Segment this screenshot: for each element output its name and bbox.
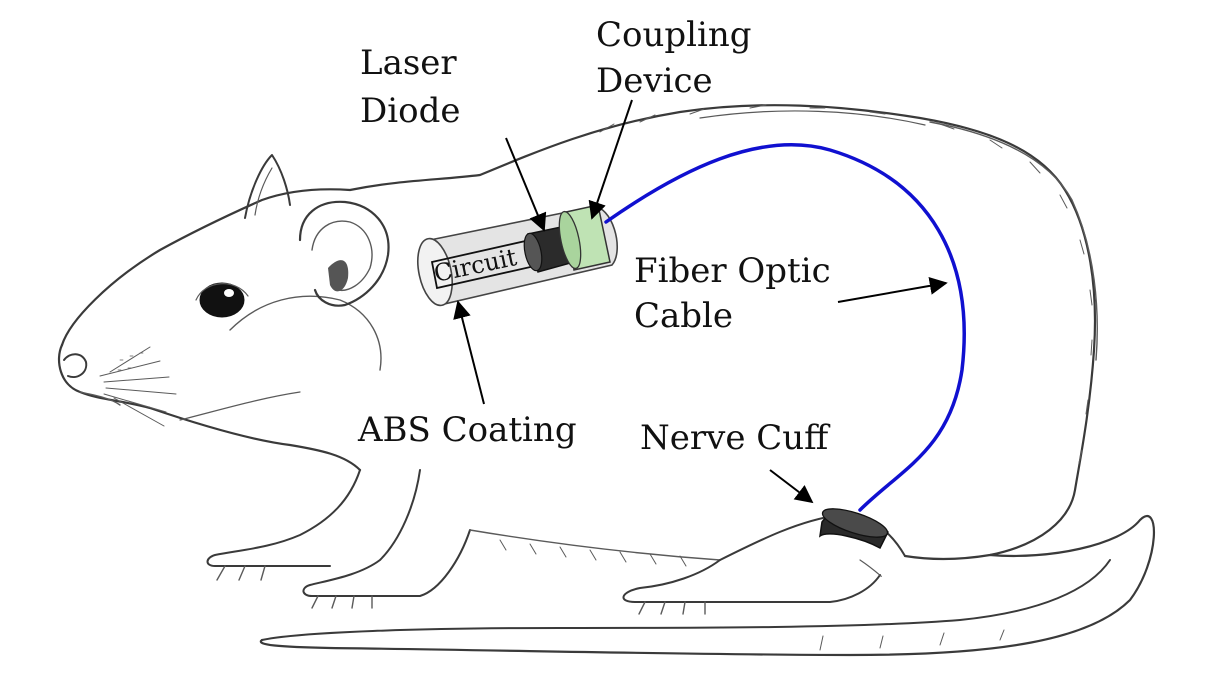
label-coupling-line1: Coupling (596, 15, 752, 55)
label-fiber-line2: Cable (634, 296, 733, 336)
coupling-device-pointer (588, 99, 633, 220)
label-fiber-line1: Fiber Optic (634, 251, 831, 291)
label-abs-coating: ABS Coating (357, 410, 577, 450)
fiber-cable-pointer (837, 276, 948, 303)
label-nerve-cuff: Nerve Cuff (640, 418, 831, 458)
nerve-cuff (819, 508, 889, 550)
fiber-optic-cable (604, 143, 966, 512)
label-laser-line2: Diode (360, 91, 461, 131)
label-coupling-line2: Device (596, 61, 713, 101)
rat-sketch (57, 104, 1155, 657)
coupling-device (558, 204, 611, 271)
laser-diode-pointer (505, 137, 547, 232)
label-laser-line1: Laser (360, 43, 457, 83)
abs-coating-pointer (453, 300, 485, 405)
nerve-cuff-pointer (769, 469, 814, 504)
